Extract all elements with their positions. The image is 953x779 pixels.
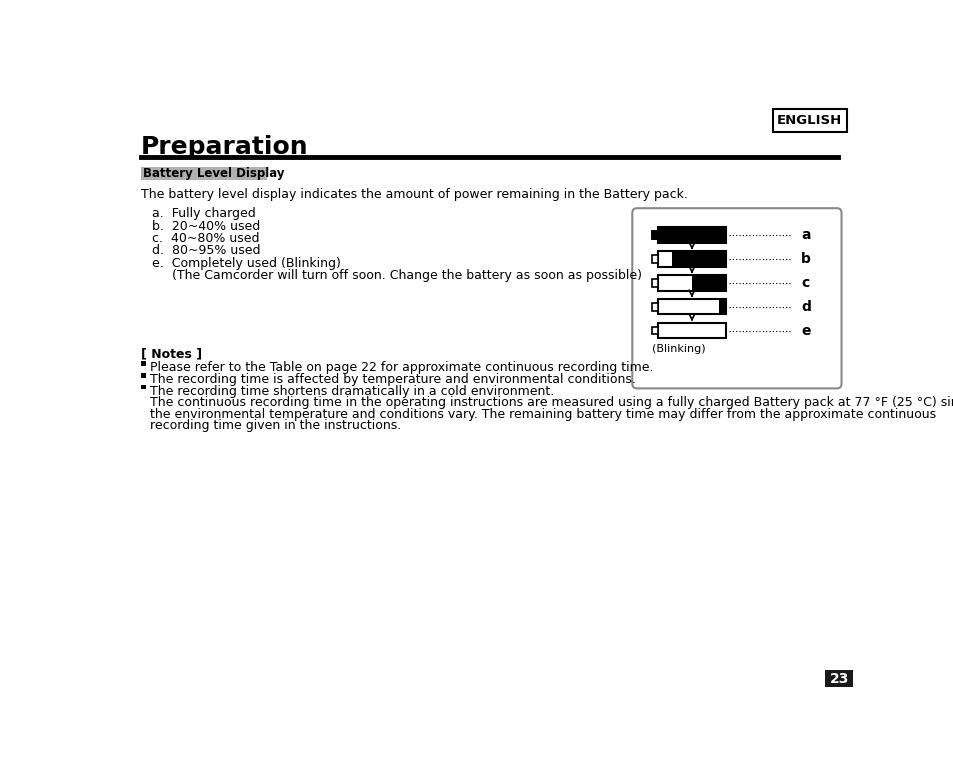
Text: Preparation: Preparation xyxy=(141,136,308,160)
Text: Please refer to the Table on page 22 for approximate continuous recording time.: Please refer to the Table on page 22 for… xyxy=(150,361,653,375)
Bar xyxy=(141,361,146,366)
Bar xyxy=(658,275,725,291)
Text: e.  Completely used (Blinking): e. Completely used (Blinking) xyxy=(152,257,340,270)
Text: the environmental temperature and conditions vary. The remaining battery time ma: the environmental temperature and condit… xyxy=(150,407,936,421)
Bar xyxy=(652,256,658,263)
Text: d: d xyxy=(801,300,810,314)
Bar xyxy=(658,299,725,315)
Text: The recording time shortens dramatically in a cold environment.: The recording time shortens dramatically… xyxy=(150,385,554,397)
Bar xyxy=(671,252,725,266)
Bar xyxy=(141,385,146,390)
Bar xyxy=(652,231,658,239)
Text: b: b xyxy=(801,252,810,266)
Text: (Blinking): (Blinking) xyxy=(652,344,705,354)
FancyBboxPatch shape xyxy=(632,208,841,389)
Bar xyxy=(141,373,146,378)
Text: [ Notes ]: [ Notes ] xyxy=(141,347,202,361)
Text: The recording time is affected by temperature and environmental conditions.: The recording time is affected by temper… xyxy=(150,373,636,386)
Text: (The Camcorder will turn off soon. Change the battery as soon as possible): (The Camcorder will turn off soon. Chang… xyxy=(152,269,641,282)
Text: e: e xyxy=(801,323,810,337)
Bar xyxy=(691,275,725,291)
Text: recording time given in the instructions.: recording time given in the instructions… xyxy=(150,419,401,432)
Text: Battery Level Display: Battery Level Display xyxy=(143,167,285,181)
Bar xyxy=(141,167,266,180)
Bar xyxy=(652,231,658,239)
Text: a: a xyxy=(801,228,810,242)
Text: ENGLISH: ENGLISH xyxy=(777,114,841,127)
Bar xyxy=(658,252,725,266)
Bar xyxy=(652,326,658,334)
Bar xyxy=(658,227,725,243)
Text: The battery level display indicates the amount of power remaining in the Battery: The battery level display indicates the … xyxy=(141,189,687,201)
Bar xyxy=(658,227,725,243)
Text: a.  Fully charged: a. Fully charged xyxy=(152,207,255,220)
Text: b.  20~40% used: b. 20~40% used xyxy=(152,220,260,233)
Bar xyxy=(824,670,852,687)
Text: 23: 23 xyxy=(829,671,848,686)
Bar xyxy=(652,279,658,287)
Text: d.  80~95% used: d. 80~95% used xyxy=(152,245,260,257)
Bar xyxy=(719,299,725,315)
Text: c: c xyxy=(801,276,809,290)
Bar xyxy=(658,323,725,338)
Text: The continuous recording time in the operating instructions are measured using a: The continuous recording time in the ope… xyxy=(150,396,953,409)
Bar xyxy=(652,303,658,311)
Text: c.  40~80% used: c. 40~80% used xyxy=(152,232,259,245)
